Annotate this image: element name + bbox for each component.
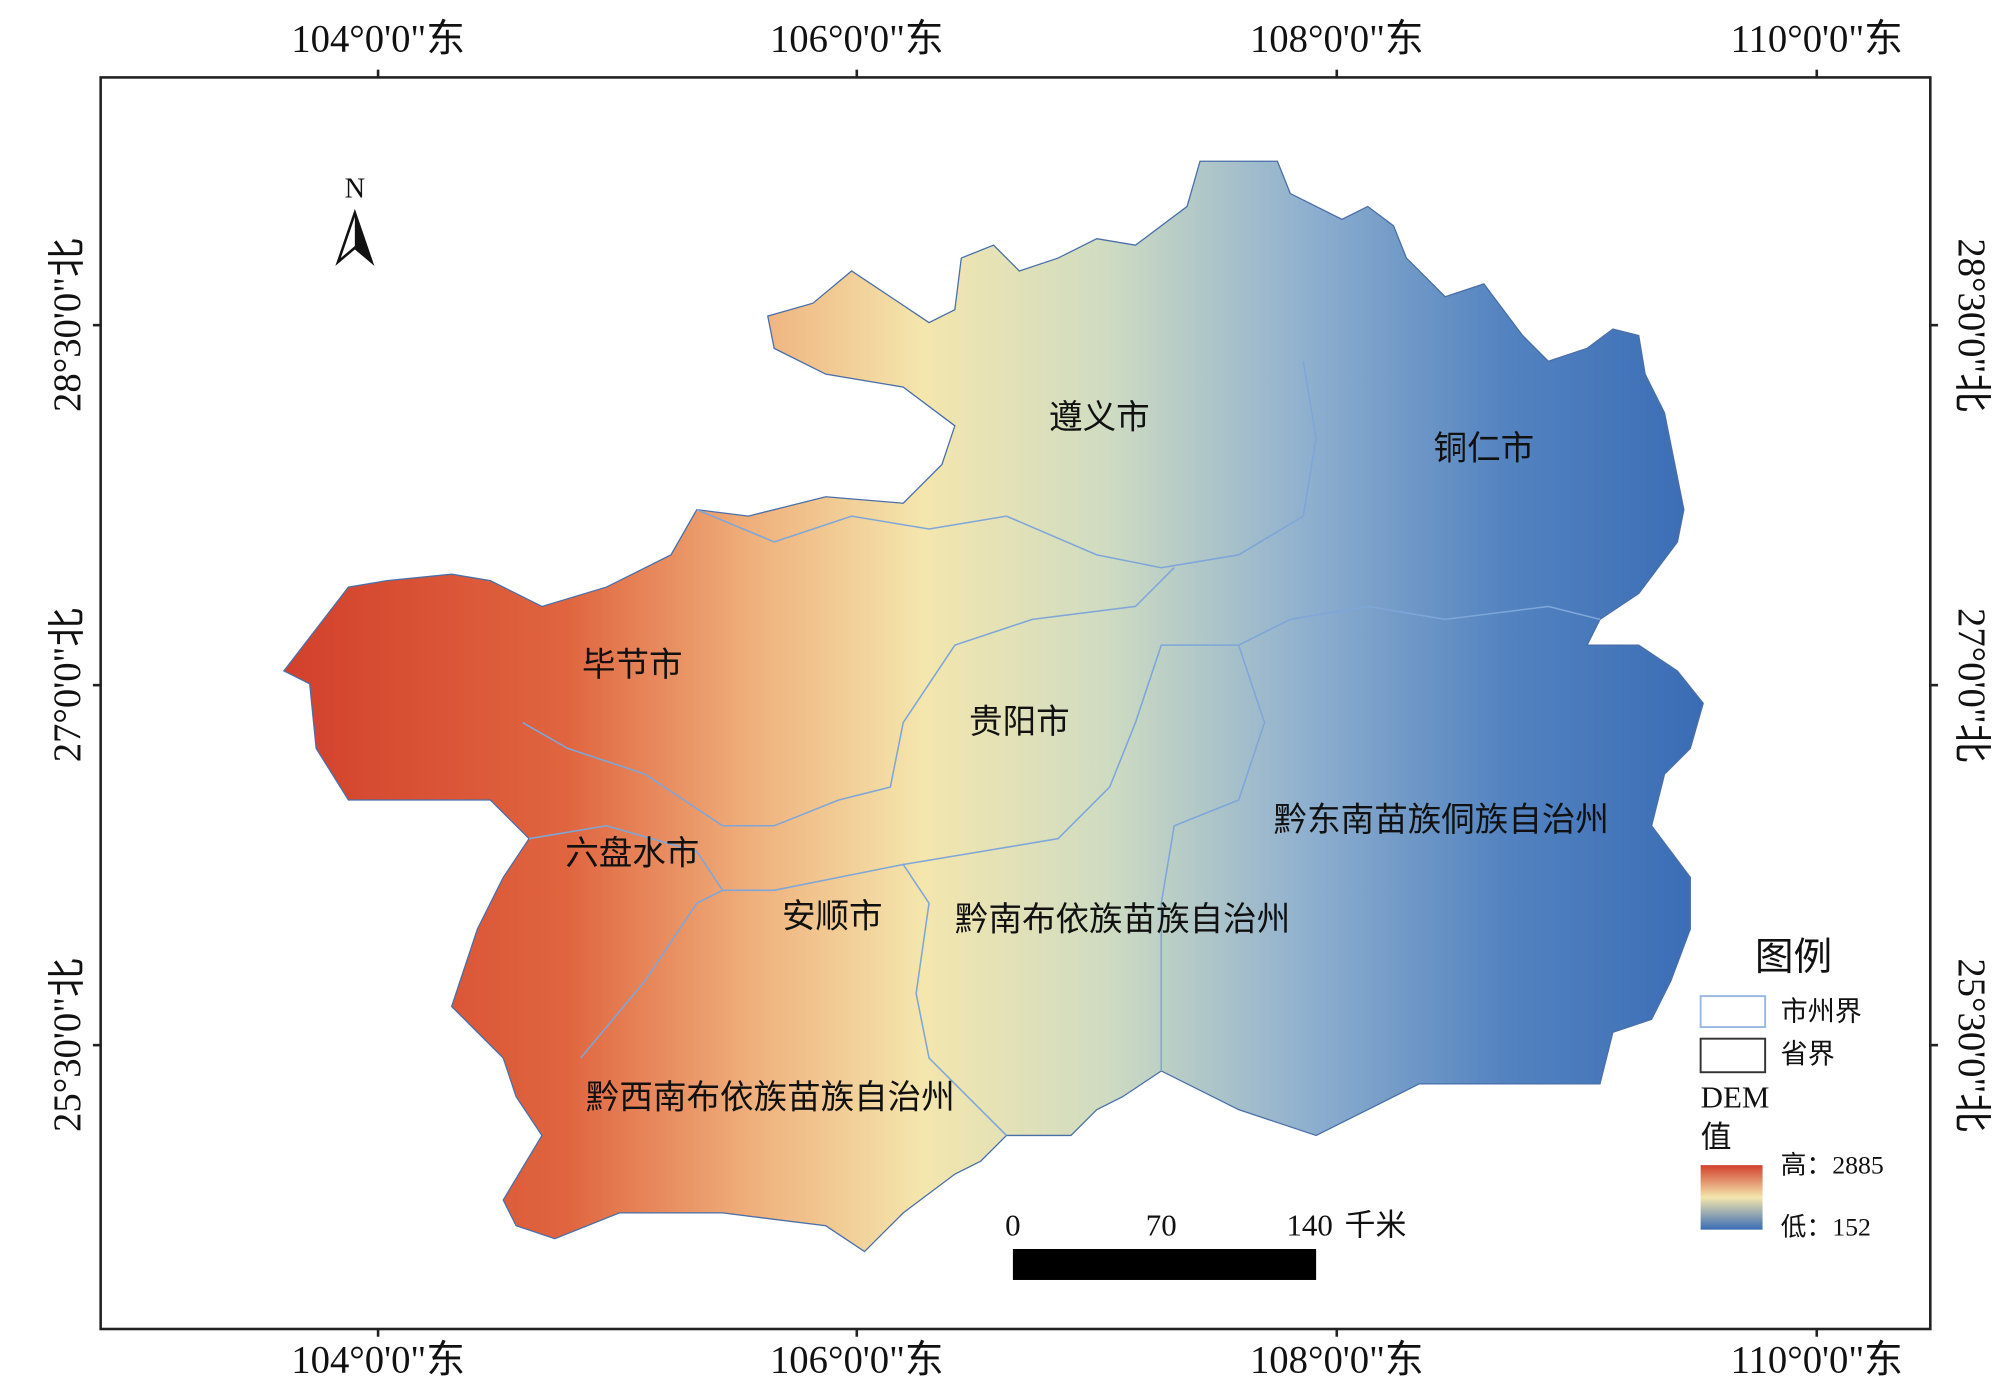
region-label: 黔西南布依族苗族自治州 [586, 1078, 955, 1116]
scale-label: 0 [1005, 1207, 1020, 1242]
latitude-label: 25°30'0"北 [47, 958, 89, 1132]
region-label: 铜仁市 [1434, 429, 1535, 467]
longitude-label: 106°0'0"东 [770, 1339, 944, 1382]
latitude-label: 28°30'0"北 [1950, 238, 1992, 412]
region-label: 贵阳市 [969, 703, 1070, 741]
legend-province-box [1699, 1037, 1767, 1074]
region-label: 黔东南苗族侗族自治州 [1274, 801, 1609, 839]
region-label: 毕节市 [582, 646, 683, 684]
scale-label: 70 [1146, 1207, 1177, 1242]
legend-item: 市州界 [1781, 996, 1862, 1026]
legend-dem-unit: 值 [1701, 1120, 1732, 1155]
longitude-label: 104°0'0"东 [291, 17, 465, 60]
city-boundaries [522, 361, 1601, 1137]
legend-city-box [1699, 995, 1767, 1029]
latitude-label: 25°30'0"北 [1950, 958, 1992, 1132]
region-label: 黔南布依族苗族自治州 [955, 900, 1290, 938]
region-label: 遵义市 [1049, 398, 1150, 436]
map-frame [99, 76, 1932, 1331]
north-arrow [335, 208, 375, 266]
longitude-label: 108°0'0"东 [1250, 1339, 1424, 1382]
scale-unit: 千米 [1345, 1207, 1407, 1242]
longitude-label: 110°0'0"东 [1731, 1339, 1903, 1382]
latitude-label: 27°0'0"北 [47, 608, 89, 762]
latitude-label: 28°30'0"北 [47, 238, 89, 412]
province-dem [282, 160, 1704, 1253]
latitude-label: 27°0'0"北 [1950, 608, 1992, 762]
region-label: 六盘水市 [565, 834, 699, 872]
scale-label: 140 [1286, 1207, 1332, 1242]
longitude-label: 108°0'0"东 [1250, 17, 1424, 60]
longitude-label: 110°0'0"东 [1731, 17, 1903, 60]
longitude-label: 104°0'0"东 [291, 1339, 465, 1382]
longitude-label: 106°0'0"东 [770, 17, 944, 60]
region-label: 安顺市 [782, 898, 883, 936]
scale-bar [1012, 1249, 1317, 1280]
legend-dem-title: DEM [1701, 1080, 1770, 1115]
legend-dem-ramp [1700, 1165, 1763, 1230]
north-label: N [345, 173, 366, 204]
legend-high: 高：2885 [1781, 1151, 1884, 1180]
legend-title: 图例 [1755, 937, 1832, 979]
legend-item: 省界 [1781, 1039, 1835, 1069]
legend-low: 低：152 [1781, 1213, 1871, 1242]
